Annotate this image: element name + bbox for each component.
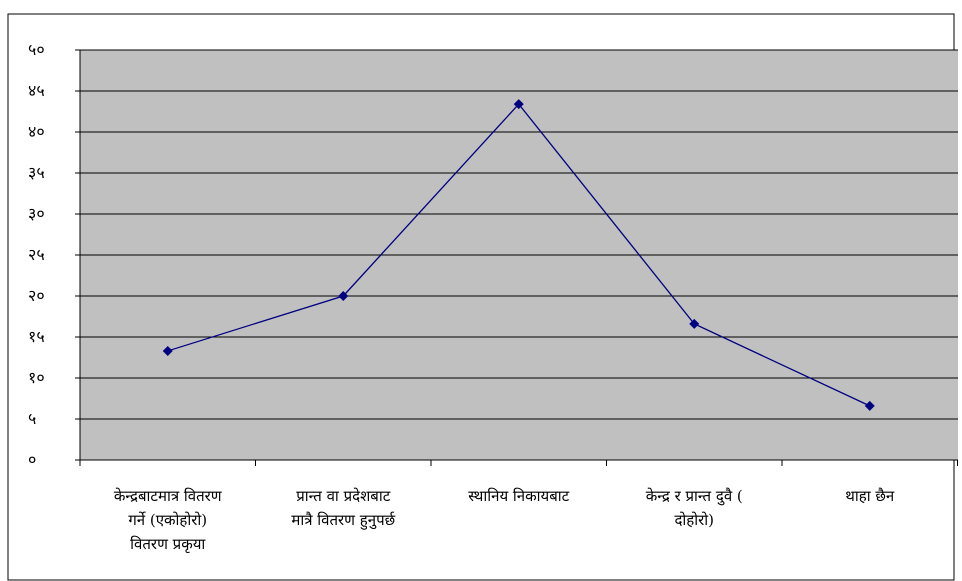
x-category-label-line: दोहोरो) xyxy=(674,511,715,529)
x-category-label: केन्द्रबाटमात्र वितरण गर्ने (एकोहोरो) वितर… xyxy=(78,484,258,556)
data-point-marker xyxy=(513,99,524,110)
x-category-label: प्रान्त वा प्रदेशबाट मात्रै वितरण हुनुपर्… xyxy=(253,484,433,532)
y-tick-label: ४५ xyxy=(28,81,45,100)
y-tick-label: ५० xyxy=(28,40,45,59)
data-point-marker xyxy=(864,400,875,411)
x-category-label: थाहा छैन xyxy=(780,484,960,508)
y-tick-label: ४० xyxy=(28,122,45,141)
data-point-marker xyxy=(338,291,349,301)
x-category-label: केन्द्र र प्रान्त दुवै ( दोहोरो) xyxy=(604,484,784,532)
x-category-label-line: प्रान्त वा प्रदेशबाट xyxy=(296,487,391,505)
y-tick-label: ३५ xyxy=(28,163,45,182)
x-category-label-line: केन्द्रबाटमात्र वितरण xyxy=(113,487,222,505)
x-category-label-line: वितरण प्रकृया xyxy=(130,535,206,553)
axes xyxy=(79,50,958,466)
y-tick-label: ५ xyxy=(28,409,36,428)
gridlines xyxy=(80,49,958,420)
y-tick-label: ० xyxy=(28,450,36,469)
x-category-label: स्थानिय निकायबाट xyxy=(429,484,609,508)
y-tick-label: २५ xyxy=(28,245,45,264)
x-category-label-line: स्थानिय निकायबाट xyxy=(468,487,570,505)
y-axis-ticks: ० ५ १० १५ २० २५ ३० ३५ ४० ४५ ५० xyxy=(28,40,80,469)
y-tick-label: १५ xyxy=(28,327,45,346)
x-category-label-line: गर्ने (एकोहोरो) xyxy=(128,511,208,529)
x-category-label-line: मात्रै वितरण हुनुपर्छ xyxy=(291,511,396,529)
series-layer xyxy=(162,99,875,411)
y-tick-label: १० xyxy=(28,368,45,387)
data-point-marker xyxy=(162,345,173,356)
y-tick-label: ३० xyxy=(28,204,45,223)
data-point-marker xyxy=(689,318,700,329)
y-tick-label: २० xyxy=(28,286,45,305)
x-category-label-line: थाहा छैन xyxy=(845,487,895,505)
x-category-label-line: केन्द्र र प्रान्त दुवै ( xyxy=(645,487,743,505)
